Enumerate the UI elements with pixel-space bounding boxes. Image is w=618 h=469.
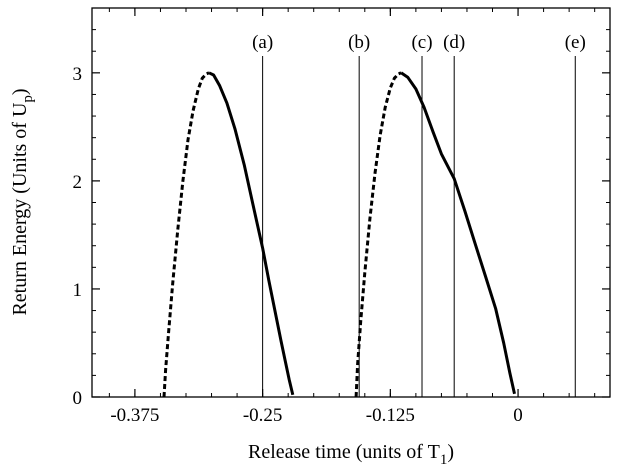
vertical-line-label: (b) (348, 32, 370, 53)
y-tick-label: 0 (73, 388, 83, 409)
x-tick-label: -0.125 (366, 405, 415, 426)
curves (162, 71, 516, 398)
axis-ticks (92, 8, 610, 398)
x-tick-label: -0.375 (110, 405, 159, 426)
vertical-line-label: (c) (411, 32, 432, 53)
plot-frame (91, 7, 611, 398)
x-axis-label: Release time (units of T1) (248, 441, 454, 468)
x-tick-label: -0.25 (243, 405, 283, 426)
y-tick-label: 1 (73, 280, 83, 301)
series-line-2 (354, 71, 402, 398)
series-line-0 (162, 71, 210, 398)
series-line-3 (400, 71, 516, 395)
vertical-line-label: (d) (443, 32, 465, 53)
y-axis-label: Return Energy (Units of Up) (9, 88, 36, 315)
x-tick-label: 0 (513, 405, 523, 426)
axis-tick-labels: -0.375 -0.25 -0.125 0 0 1 2 3 (73, 64, 523, 426)
vertical-reference-lines: (a) (b) (c) (d) (e) (252, 32, 586, 397)
series-line-1 (208, 71, 295, 396)
vertical-line-label: (e) (565, 32, 586, 53)
y-tick-label: 3 (73, 64, 83, 85)
y-tick-label: 2 (73, 172, 83, 193)
vertical-line-label: (a) (252, 32, 273, 53)
